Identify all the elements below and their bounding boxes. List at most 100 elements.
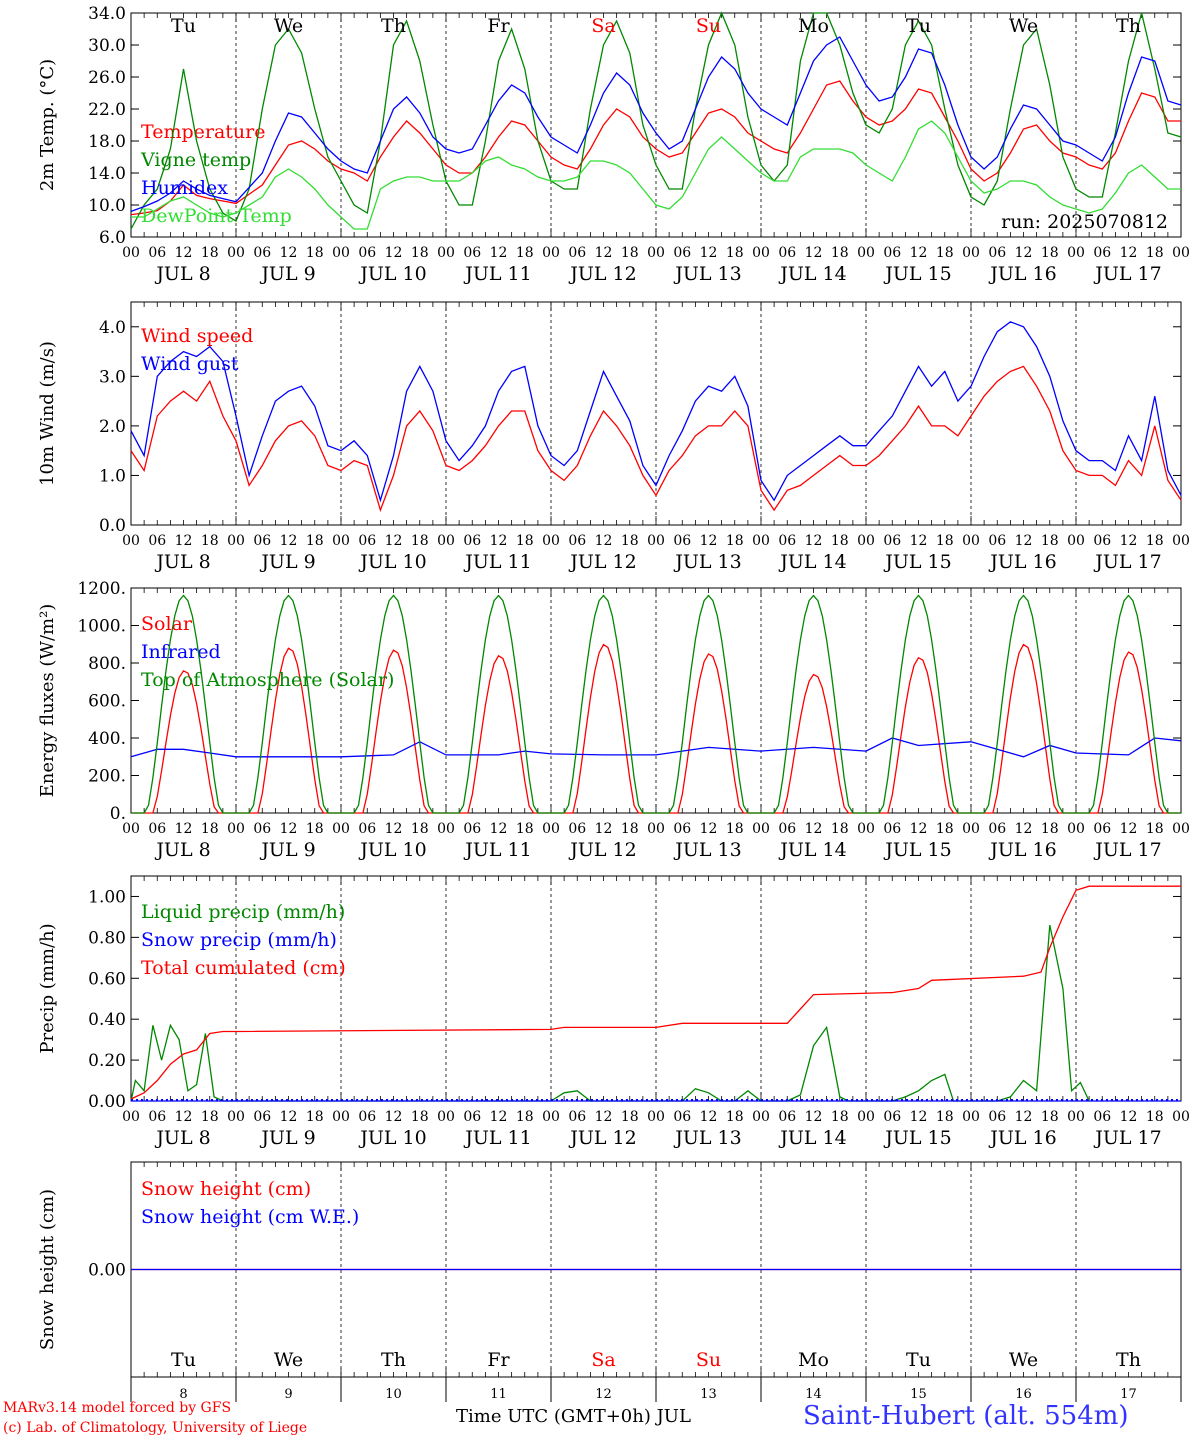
hour-tick-label: 12 [700,533,718,549]
weekday-label: Tu [906,15,931,37]
hour-tick-label: 00 [227,1109,245,1125]
hour-tick-label: 12 [805,821,823,837]
hour-tick-label: 06 [883,821,901,837]
y-tick-label: 1.0 [99,466,126,486]
date-label: JUL 12 [568,263,636,285]
y-tick-label: 1200. [77,579,126,599]
hour-tick-label: 18 [831,533,849,549]
hour-tick-label: 06 [673,1109,691,1125]
weekday-label: Sa [591,1349,615,1371]
hour-tick-label: 12 [1120,245,1138,261]
day-number-label: 16 [1015,1387,1032,1402]
date-label: JUL 16 [988,839,1056,861]
hour-tick-label: 18 [411,1109,429,1125]
hour-tick-label: 06 [883,245,901,261]
hour-tick-label: 06 [463,821,481,837]
y-tick-label: 600. [88,692,126,712]
hour-tick-label: 00 [752,1109,770,1125]
hour-tick-label: 00 [332,533,350,549]
y-tick-label: 0.60 [88,969,126,989]
legend-entry: Infrared [141,641,221,663]
hour-tick-label: 00 [857,821,875,837]
hour-tick-label: 18 [621,821,639,837]
hour-tick-label: 18 [621,1109,639,1125]
hour-tick-label: 06 [1093,245,1111,261]
date-label: JUL 9 [259,263,315,285]
hour-tick-label: 12 [1015,1109,1033,1125]
day-number-label: 15 [910,1387,927,1402]
hour-tick-label: 06 [463,533,481,549]
hour-tick-label: 12 [910,821,928,837]
weekday-label: Mo [798,15,829,37]
hour-tick-label: 18 [621,533,639,549]
run-annotation: run: 2025070812 [1001,211,1168,233]
hour-tick-label: 06 [1093,821,1111,837]
hour-tick-label: 12 [280,821,298,837]
date-label: JUL 11 [463,1127,531,1149]
hour-tick-label: 00 [542,821,560,837]
hour-tick-label: 00 [542,1109,560,1125]
weekday-label: Sa [591,15,615,37]
legend-entry: Temperature [141,121,265,143]
hour-tick-label: 18 [411,245,429,261]
series-line [131,120,1181,230]
hour-tick-label: 06 [148,245,166,261]
hour-tick-label: 00 [1172,1109,1190,1125]
hour-tick-label: 00 [437,1109,455,1125]
hour-tick-label: 06 [778,821,796,837]
hour-tick-label: 18 [411,533,429,549]
hour-tick-label: 06 [883,533,901,549]
date-label: JUL 13 [673,839,741,861]
y-tick-label: 10.0 [88,196,126,216]
hour-tick-label: 18 [1041,533,1059,549]
weekday-label: We [274,15,303,37]
y-axis-label: Energy fluxes (W/m²) [37,604,58,798]
hour-tick-label: 00 [1172,533,1190,549]
hour-tick-label: 12 [805,245,823,261]
y-tick-label: 200. [88,767,126,787]
weekday-label: Mo [798,1349,829,1371]
hour-tick-label: 12 [175,533,193,549]
hour-tick-label: 18 [726,245,744,261]
hour-tick-label: 12 [175,821,193,837]
hour-tick-label: 18 [1146,245,1164,261]
hour-tick-label: 18 [306,533,324,549]
hour-tick-label: 18 [831,1109,849,1125]
hour-tick-label: 12 [385,821,403,837]
weekday-label: Fr [487,15,510,37]
hour-tick-label: 06 [988,821,1006,837]
hour-tick-label: 00 [437,821,455,837]
lab-credit: (c) Lab. of Climatology, University of L… [3,1420,308,1436]
hour-tick-label: 12 [910,1109,928,1125]
hour-tick-label: 18 [516,533,534,549]
hour-tick-label: 00 [1172,821,1190,837]
y-axis-label: Snow height (cm) [37,1189,58,1350]
panel-frame [130,301,1182,526]
weekday-label: Th [1116,1349,1141,1371]
station-name: Saint-Hubert (alt. 554m) [803,1401,1129,1431]
date-label: JUL 11 [463,551,531,573]
series-line [130,11,1182,230]
hour-tick-label: 00 [857,245,875,261]
hour-tick-label: 06 [778,245,796,261]
hour-tick-label: 00 [332,1109,350,1125]
model-credit: MARv3.14 model forced by GFS [3,1400,232,1416]
hour-tick-label: 00 [962,245,980,261]
hour-tick-label: 06 [463,1109,481,1125]
hour-tick-label: 18 [1041,1109,1059,1125]
hour-tick-label: 00 [857,1109,875,1125]
series-line [130,365,1182,513]
day-number-label: 13 [700,1387,717,1402]
series-line [130,80,1181,216]
hour-tick-label: 12 [175,1109,193,1125]
day-number-label: 14 [805,1387,822,1402]
hour-tick-label: 00 [1067,533,1085,549]
hour-tick-label: 12 [490,245,508,261]
hour-tick-label: 12 [700,821,718,837]
hour-tick-label: 18 [516,245,534,261]
hour-tick-label: 12 [280,245,298,261]
hour-tick-label: 06 [883,1109,901,1125]
y-tick-label: 1000. [77,617,126,637]
hour-tick-label: 06 [568,821,586,837]
hour-tick-label: 06 [1093,533,1111,549]
